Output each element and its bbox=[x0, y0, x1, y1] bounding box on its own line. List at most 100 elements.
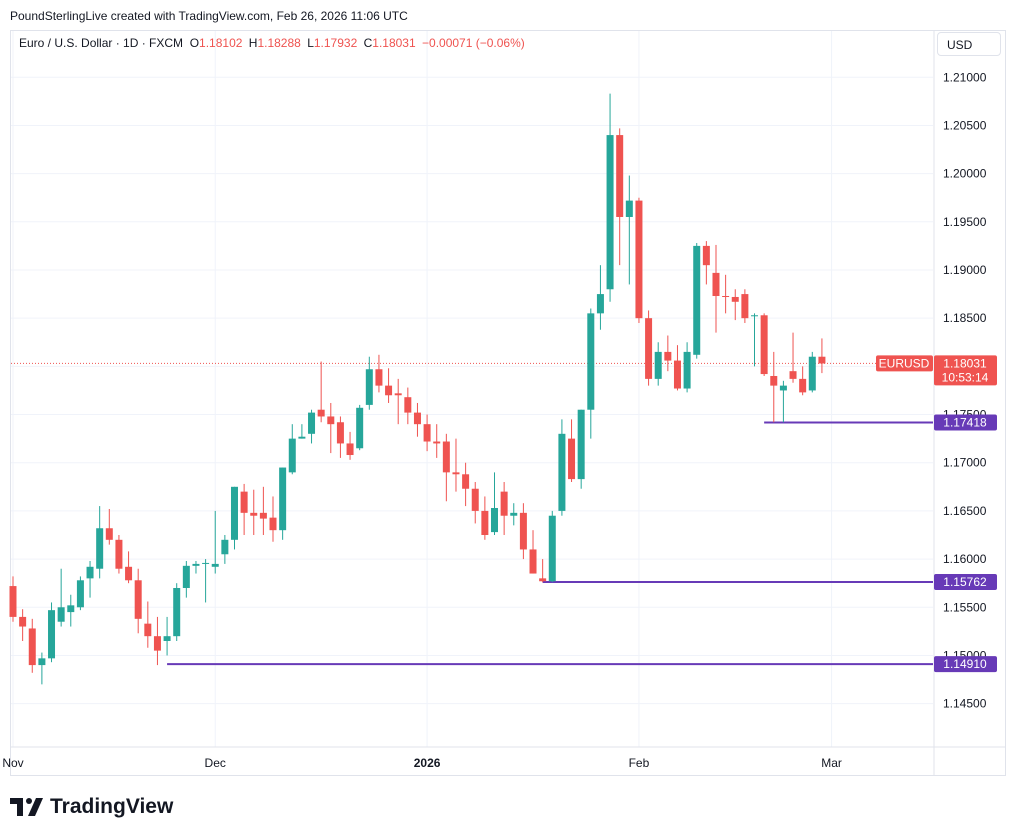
level-price-value: 1.14910 bbox=[943, 657, 987, 671]
level-price-tag bbox=[934, 574, 997, 591]
candle-body bbox=[587, 313, 595, 410]
candle-body bbox=[760, 315, 768, 375]
time-tick-label: Dec bbox=[205, 756, 226, 770]
price-tick-label: 1.18500 bbox=[943, 311, 987, 325]
candle bbox=[568, 419, 576, 482]
candle-body bbox=[365, 369, 373, 405]
candle-body bbox=[462, 474, 470, 489]
last-price-tag bbox=[934, 355, 997, 386]
candle-body bbox=[134, 580, 142, 619]
candle bbox=[808, 351, 816, 393]
candle-body bbox=[519, 512, 527, 550]
candle bbox=[423, 414, 431, 452]
candle bbox=[153, 616, 161, 666]
candle bbox=[673, 345, 681, 391]
candle bbox=[779, 380, 787, 423]
candle-body bbox=[577, 409, 585, 480]
candle bbox=[230, 486, 238, 550]
candle bbox=[510, 503, 518, 526]
candle-body bbox=[751, 315, 759, 317]
candle bbox=[28, 618, 36, 673]
candle bbox=[19, 609, 27, 641]
level-price-value: 1.17418 bbox=[943, 415, 987, 429]
candle-body bbox=[327, 416, 335, 425]
candle-body bbox=[9, 586, 17, 617]
candle-body bbox=[48, 610, 56, 659]
candle bbox=[654, 342, 662, 386]
price-tick-label: 1.19500 bbox=[943, 215, 987, 229]
candle-body bbox=[442, 441, 450, 473]
chart-frame bbox=[10, 30, 1006, 776]
high-value: 1.18288 bbox=[257, 36, 301, 50]
candle bbox=[9, 576, 17, 622]
candle-body bbox=[211, 563, 219, 567]
candle-body bbox=[57, 607, 65, 622]
candle bbox=[818, 338, 826, 374]
tradingview-logo-icon bbox=[10, 798, 43, 816]
candle bbox=[635, 197, 643, 323]
candle-body bbox=[625, 200, 633, 217]
candle bbox=[413, 402, 421, 437]
low-label: L bbox=[307, 36, 314, 50]
candle-body bbox=[654, 351, 662, 379]
candle-body bbox=[96, 528, 104, 569]
candle-body bbox=[510, 512, 518, 516]
candle-body bbox=[259, 512, 267, 519]
candle-body bbox=[722, 296, 730, 298]
candle bbox=[587, 308, 595, 439]
candle-body bbox=[818, 356, 826, 364]
symbol-tag bbox=[876, 355, 933, 372]
candle-body bbox=[673, 360, 681, 389]
candle bbox=[760, 313, 768, 376]
price-tick-label: 1.20500 bbox=[943, 118, 987, 132]
candle-body bbox=[28, 628, 36, 666]
candle bbox=[452, 438, 460, 492]
price-tick-label: 1.21000 bbox=[943, 70, 987, 84]
candle bbox=[192, 561, 200, 574]
candle-body bbox=[404, 397, 412, 413]
candle bbox=[770, 351, 778, 423]
candle-body bbox=[173, 587, 181, 637]
open-label: O bbox=[189, 36, 200, 50]
candle bbox=[404, 387, 412, 425]
candle-body bbox=[616, 135, 624, 217]
candle-body bbox=[481, 510, 489, 535]
currency-button[interactable]: USD bbox=[937, 32, 1001, 56]
tradingview-logo: TradingView bbox=[10, 795, 173, 819]
candle bbox=[625, 175, 633, 285]
candle bbox=[500, 481, 508, 535]
candle-body bbox=[596, 294, 604, 314]
candle bbox=[558, 419, 566, 516]
candle bbox=[96, 506, 104, 579]
candle-body bbox=[394, 393, 402, 396]
candle-body bbox=[645, 318, 653, 379]
level-price-value: 1.15762 bbox=[943, 575, 987, 589]
candle-body bbox=[76, 580, 84, 608]
candle bbox=[250, 489, 258, 535]
candle-body bbox=[433, 441, 441, 444]
candle bbox=[173, 583, 181, 641]
candle bbox=[491, 472, 498, 535]
candle bbox=[86, 561, 94, 598]
candle bbox=[134, 568, 142, 634]
candle bbox=[606, 93, 614, 302]
candle-body bbox=[115, 539, 123, 569]
candle-body bbox=[568, 438, 576, 480]
candle bbox=[115, 534, 123, 574]
close-value: 1.18031 bbox=[372, 36, 416, 50]
candle bbox=[462, 462, 470, 507]
price-tick-label: 1.16500 bbox=[943, 504, 987, 518]
time-tick-label: Feb bbox=[629, 756, 650, 770]
candle-body bbox=[500, 491, 508, 516]
candle bbox=[471, 481, 479, 524]
price-tick-label: 1.20000 bbox=[943, 167, 987, 181]
candle-body bbox=[693, 245, 701, 355]
candle bbox=[57, 568, 65, 627]
candle-body bbox=[683, 351, 691, 389]
candle bbox=[298, 424, 306, 439]
price-tick-label: 1.16000 bbox=[943, 552, 987, 566]
candle-body bbox=[221, 539, 229, 555]
candle-body bbox=[163, 636, 171, 641]
candle-body bbox=[192, 563, 200, 566]
